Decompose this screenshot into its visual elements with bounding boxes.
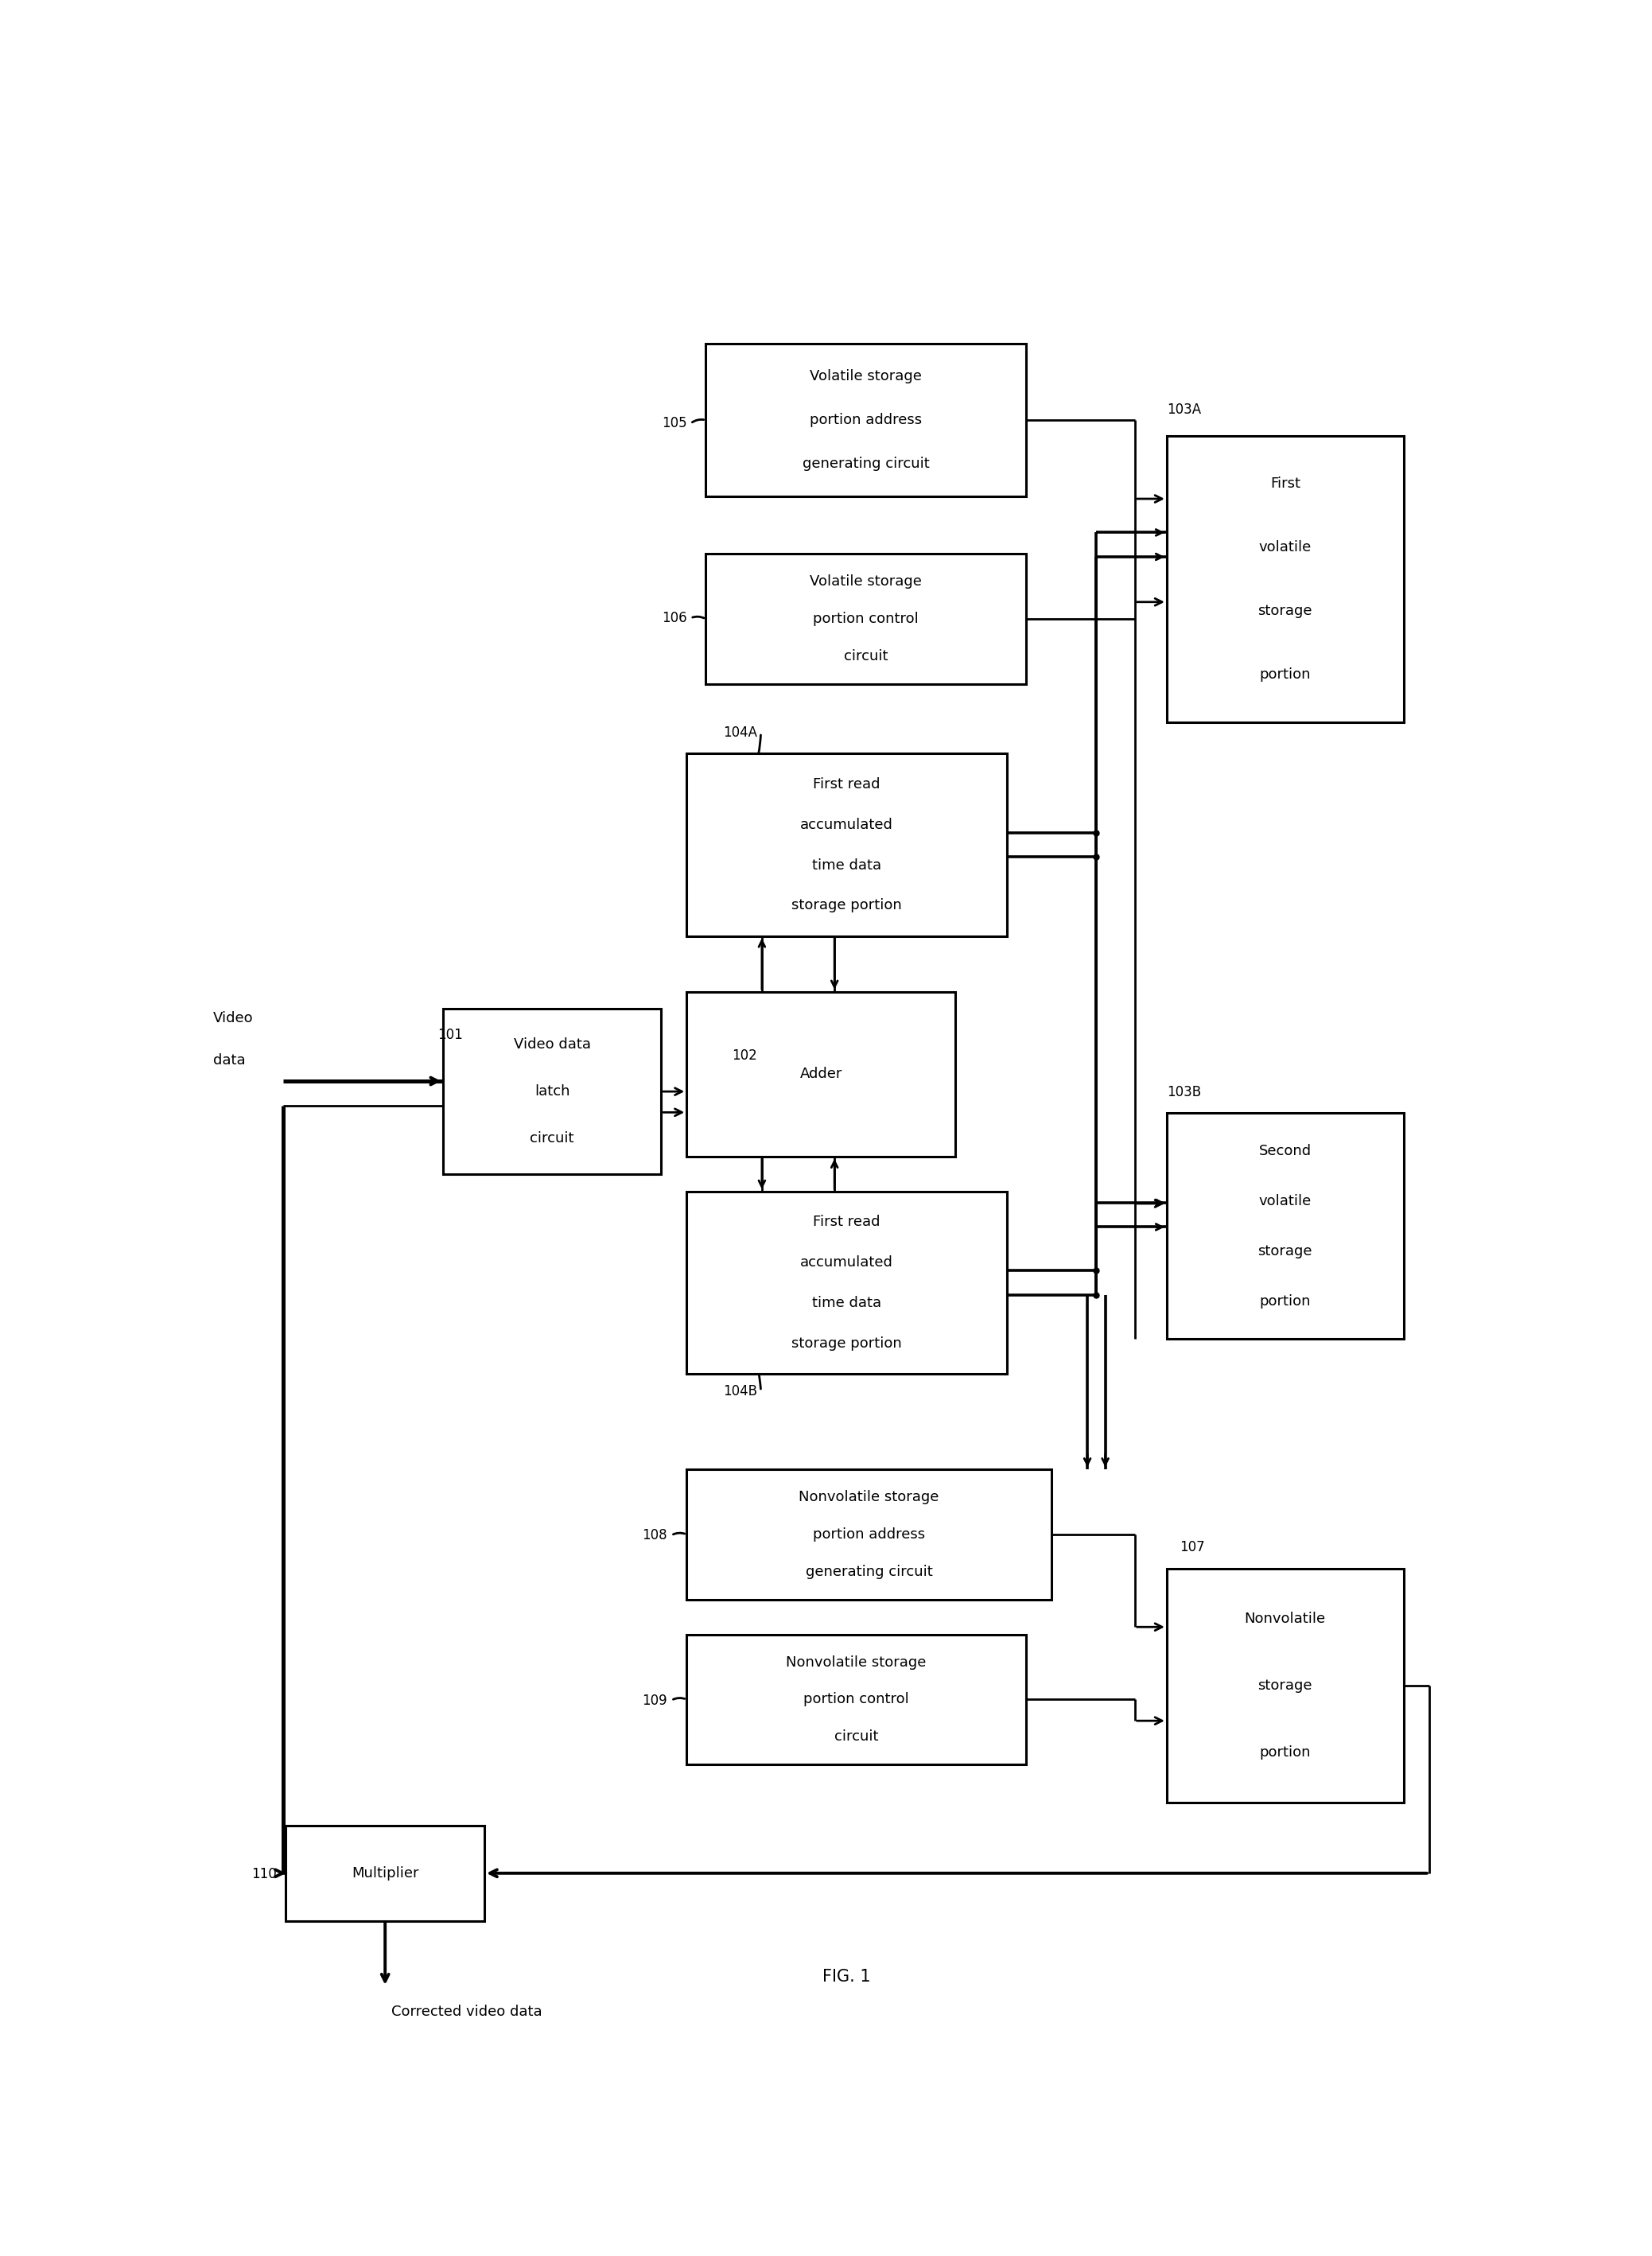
Text: Adder: Adder xyxy=(800,1067,843,1081)
Text: 102: 102 xyxy=(732,1049,757,1063)
Text: generating circuit: generating circuit xyxy=(806,1566,933,1579)
Text: Second: Second xyxy=(1259,1144,1312,1157)
Text: 103A: 103A xyxy=(1166,402,1201,417)
Text: circuit: circuit xyxy=(844,650,887,663)
Text: Nonvolatile storage: Nonvolatile storage xyxy=(786,1656,927,1669)
Text: Nonvolatile: Nonvolatile xyxy=(1244,1611,1327,1627)
Text: portion: portion xyxy=(1259,1746,1310,1760)
Text: portion address: portion address xyxy=(813,1527,925,1541)
Text: circuit: circuit xyxy=(530,1133,575,1146)
Text: portion address: portion address xyxy=(809,413,922,426)
Text: storage portion: storage portion xyxy=(791,1336,902,1351)
Text: Video: Video xyxy=(213,1011,253,1026)
Bar xyxy=(1166,1568,1404,1803)
Text: FIG. 1: FIG. 1 xyxy=(823,1969,871,1985)
Bar xyxy=(687,1469,1051,1600)
Bar xyxy=(1166,1112,1404,1340)
Text: 108: 108 xyxy=(643,1527,667,1543)
Text: portion: portion xyxy=(1259,668,1310,681)
Text: portion control: portion control xyxy=(803,1692,909,1706)
Text: First read: First read xyxy=(813,776,881,792)
Text: volatile: volatile xyxy=(1259,539,1312,555)
Bar xyxy=(687,1633,1026,1764)
Text: data: data xyxy=(213,1054,244,1067)
Text: 105: 105 xyxy=(661,417,687,431)
Text: 101: 101 xyxy=(438,1029,463,1042)
Text: portion: portion xyxy=(1259,1295,1310,1308)
Text: accumulated: accumulated xyxy=(800,1254,894,1270)
Text: latch: latch xyxy=(535,1085,570,1099)
Text: Volatile storage: Volatile storage xyxy=(809,370,922,384)
Text: 106: 106 xyxy=(661,611,687,625)
Text: Volatile storage: Volatile storage xyxy=(809,575,922,589)
Text: time data: time data xyxy=(813,1295,881,1311)
Text: storage portion: storage portion xyxy=(791,898,902,914)
Text: generating circuit: generating circuit xyxy=(803,456,930,472)
Text: First read: First read xyxy=(813,1214,881,1230)
Text: 104A: 104A xyxy=(724,726,757,740)
Text: portion control: portion control xyxy=(813,611,919,627)
Bar xyxy=(443,1008,661,1173)
Text: 109: 109 xyxy=(643,1694,667,1708)
Text: storage: storage xyxy=(1257,1243,1312,1259)
Text: circuit: circuit xyxy=(834,1730,879,1744)
Text: storage: storage xyxy=(1257,605,1312,618)
Bar xyxy=(286,1825,484,1922)
Text: storage: storage xyxy=(1257,1678,1312,1692)
Bar xyxy=(705,555,1026,684)
Text: accumulated: accumulated xyxy=(800,817,894,832)
Text: time data: time data xyxy=(813,857,881,873)
Text: Multiplier: Multiplier xyxy=(352,1866,418,1879)
Text: Corrected video data: Corrected video data xyxy=(392,2003,542,2019)
Text: volatile: volatile xyxy=(1259,1193,1312,1209)
Text: 107: 107 xyxy=(1180,1541,1204,1554)
Bar xyxy=(687,754,1006,936)
Text: 104B: 104B xyxy=(724,1383,757,1399)
Text: First: First xyxy=(1270,476,1300,490)
Text: Video data: Video data xyxy=(514,1038,591,1051)
Bar xyxy=(705,343,1026,496)
Bar xyxy=(1166,435,1404,722)
Bar xyxy=(687,1191,1006,1374)
Bar xyxy=(687,993,955,1157)
Text: Nonvolatile storage: Nonvolatile storage xyxy=(800,1491,940,1505)
Text: 103B: 103B xyxy=(1166,1085,1201,1099)
Text: 110: 110 xyxy=(251,1868,278,1882)
